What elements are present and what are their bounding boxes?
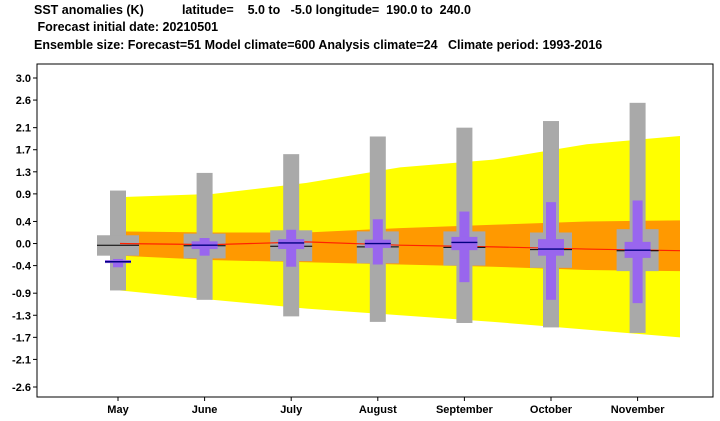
forecast-box <box>451 236 478 251</box>
x-tick-label: May <box>107 404 129 416</box>
x-tick-label: August <box>359 404 397 416</box>
y-tick-label: -1.7 <box>12 332 31 344</box>
y-tick-label: 2.6 <box>16 95 31 107</box>
x-tick-label: November <box>611 404 666 416</box>
plot-frame <box>36 63 714 398</box>
y-tick-label: 3.0 <box>16 73 31 85</box>
forecast-whisker <box>113 258 123 268</box>
y-tick-label: -2.6 <box>12 382 31 394</box>
y-tick-label: -0.9 <box>12 288 31 300</box>
y-tick-label: 1.3 <box>16 167 31 179</box>
forecast-date-line: Forecast initial date: 20210501 <box>34 20 219 34</box>
y-tick-label: 1.7 <box>16 145 31 157</box>
y-tick-label: 0.9 <box>16 189 31 201</box>
x-tick-label: July <box>280 404 303 416</box>
y-tick-label: -2.1 <box>12 354 31 366</box>
y-tick-label: 0.0 <box>16 239 31 251</box>
x-tick-label: September <box>436 404 494 416</box>
forecast-box <box>278 239 305 250</box>
forecast-box <box>538 239 564 256</box>
y-tick-label: -0.4 <box>12 261 32 273</box>
y-tick-label: 2.1 <box>16 123 31 135</box>
y-tick-label: 0.4 <box>16 216 32 228</box>
ensemble-info-line: Ensemble size: Forecast=51 Model climate… <box>34 38 603 52</box>
x-tick-label: June <box>192 404 218 416</box>
chart-title-line: SST anomalies (K) latitude= 5.0 to -5.0 … <box>34 3 471 17</box>
y-tick-label: -1.3 <box>12 310 31 322</box>
x-tick-label: October <box>530 404 573 416</box>
